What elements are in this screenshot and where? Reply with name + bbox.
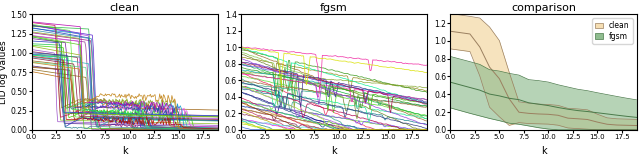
Title: clean: clean (109, 3, 140, 14)
X-axis label: k: k (122, 145, 127, 156)
Title: fgsm: fgsm (320, 3, 348, 14)
X-axis label: k: k (332, 145, 337, 156)
Legend: clean, fgsm: clean, fgsm (592, 18, 633, 44)
Title: comparison: comparison (511, 3, 576, 14)
X-axis label: k: k (541, 145, 547, 156)
Y-axis label: LID log values: LID log values (0, 40, 8, 104)
